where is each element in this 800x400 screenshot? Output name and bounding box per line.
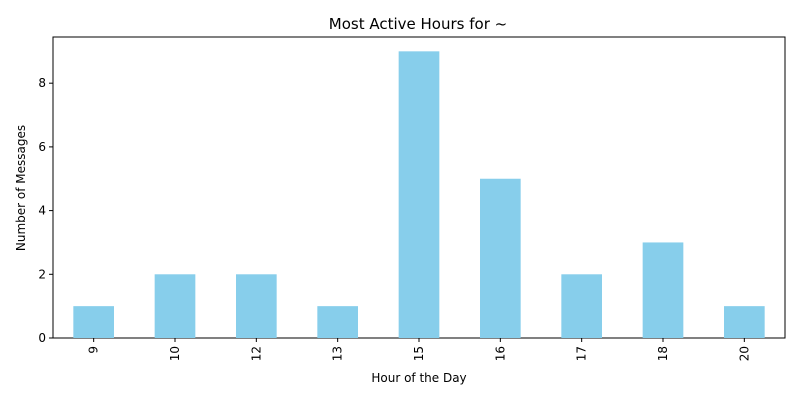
bar-hour-12 — [236, 274, 277, 338]
x-tick-label: 9 — [87, 346, 101, 354]
x-tick-label: 13 — [331, 346, 345, 361]
y-tick-label: 6 — [38, 140, 46, 154]
bar-hour-13 — [317, 306, 358, 338]
x-tick-label: 12 — [249, 346, 263, 361]
x-tick-label: 16 — [493, 346, 507, 361]
bar-hour-17 — [561, 274, 602, 338]
bar-hour-18 — [642, 242, 684, 338]
bar-hour-20 — [724, 306, 765, 338]
chart-title: Most Active Hours for ~ — [329, 15, 507, 33]
bar-hour-15 — [398, 51, 440, 338]
y-axis: 0 2 4 6 8 — [38, 76, 53, 345]
bar-hour-10 — [154, 274, 196, 338]
bars-group — [73, 51, 765, 338]
x-axis: 9 10 12 13 15 16 17 18 20 — [87, 338, 751, 361]
x-tick-label: 18 — [656, 346, 670, 361]
x-axis-label: Hour of the Day — [371, 371, 466, 385]
bar-hour-9 — [73, 306, 114, 338]
y-tick-label: 0 — [38, 331, 46, 345]
y-tick-label: 8 — [38, 76, 46, 90]
y-axis-label: Number of Messages — [14, 125, 28, 251]
x-tick-label: 20 — [737, 346, 751, 361]
bar-hour-16 — [480, 178, 521, 338]
x-tick-label: 15 — [412, 346, 426, 361]
x-tick-label: 10 — [168, 346, 182, 361]
y-tick-label: 4 — [38, 204, 46, 218]
x-tick-label: 17 — [575, 346, 589, 361]
y-tick-label: 2 — [38, 267, 46, 281]
